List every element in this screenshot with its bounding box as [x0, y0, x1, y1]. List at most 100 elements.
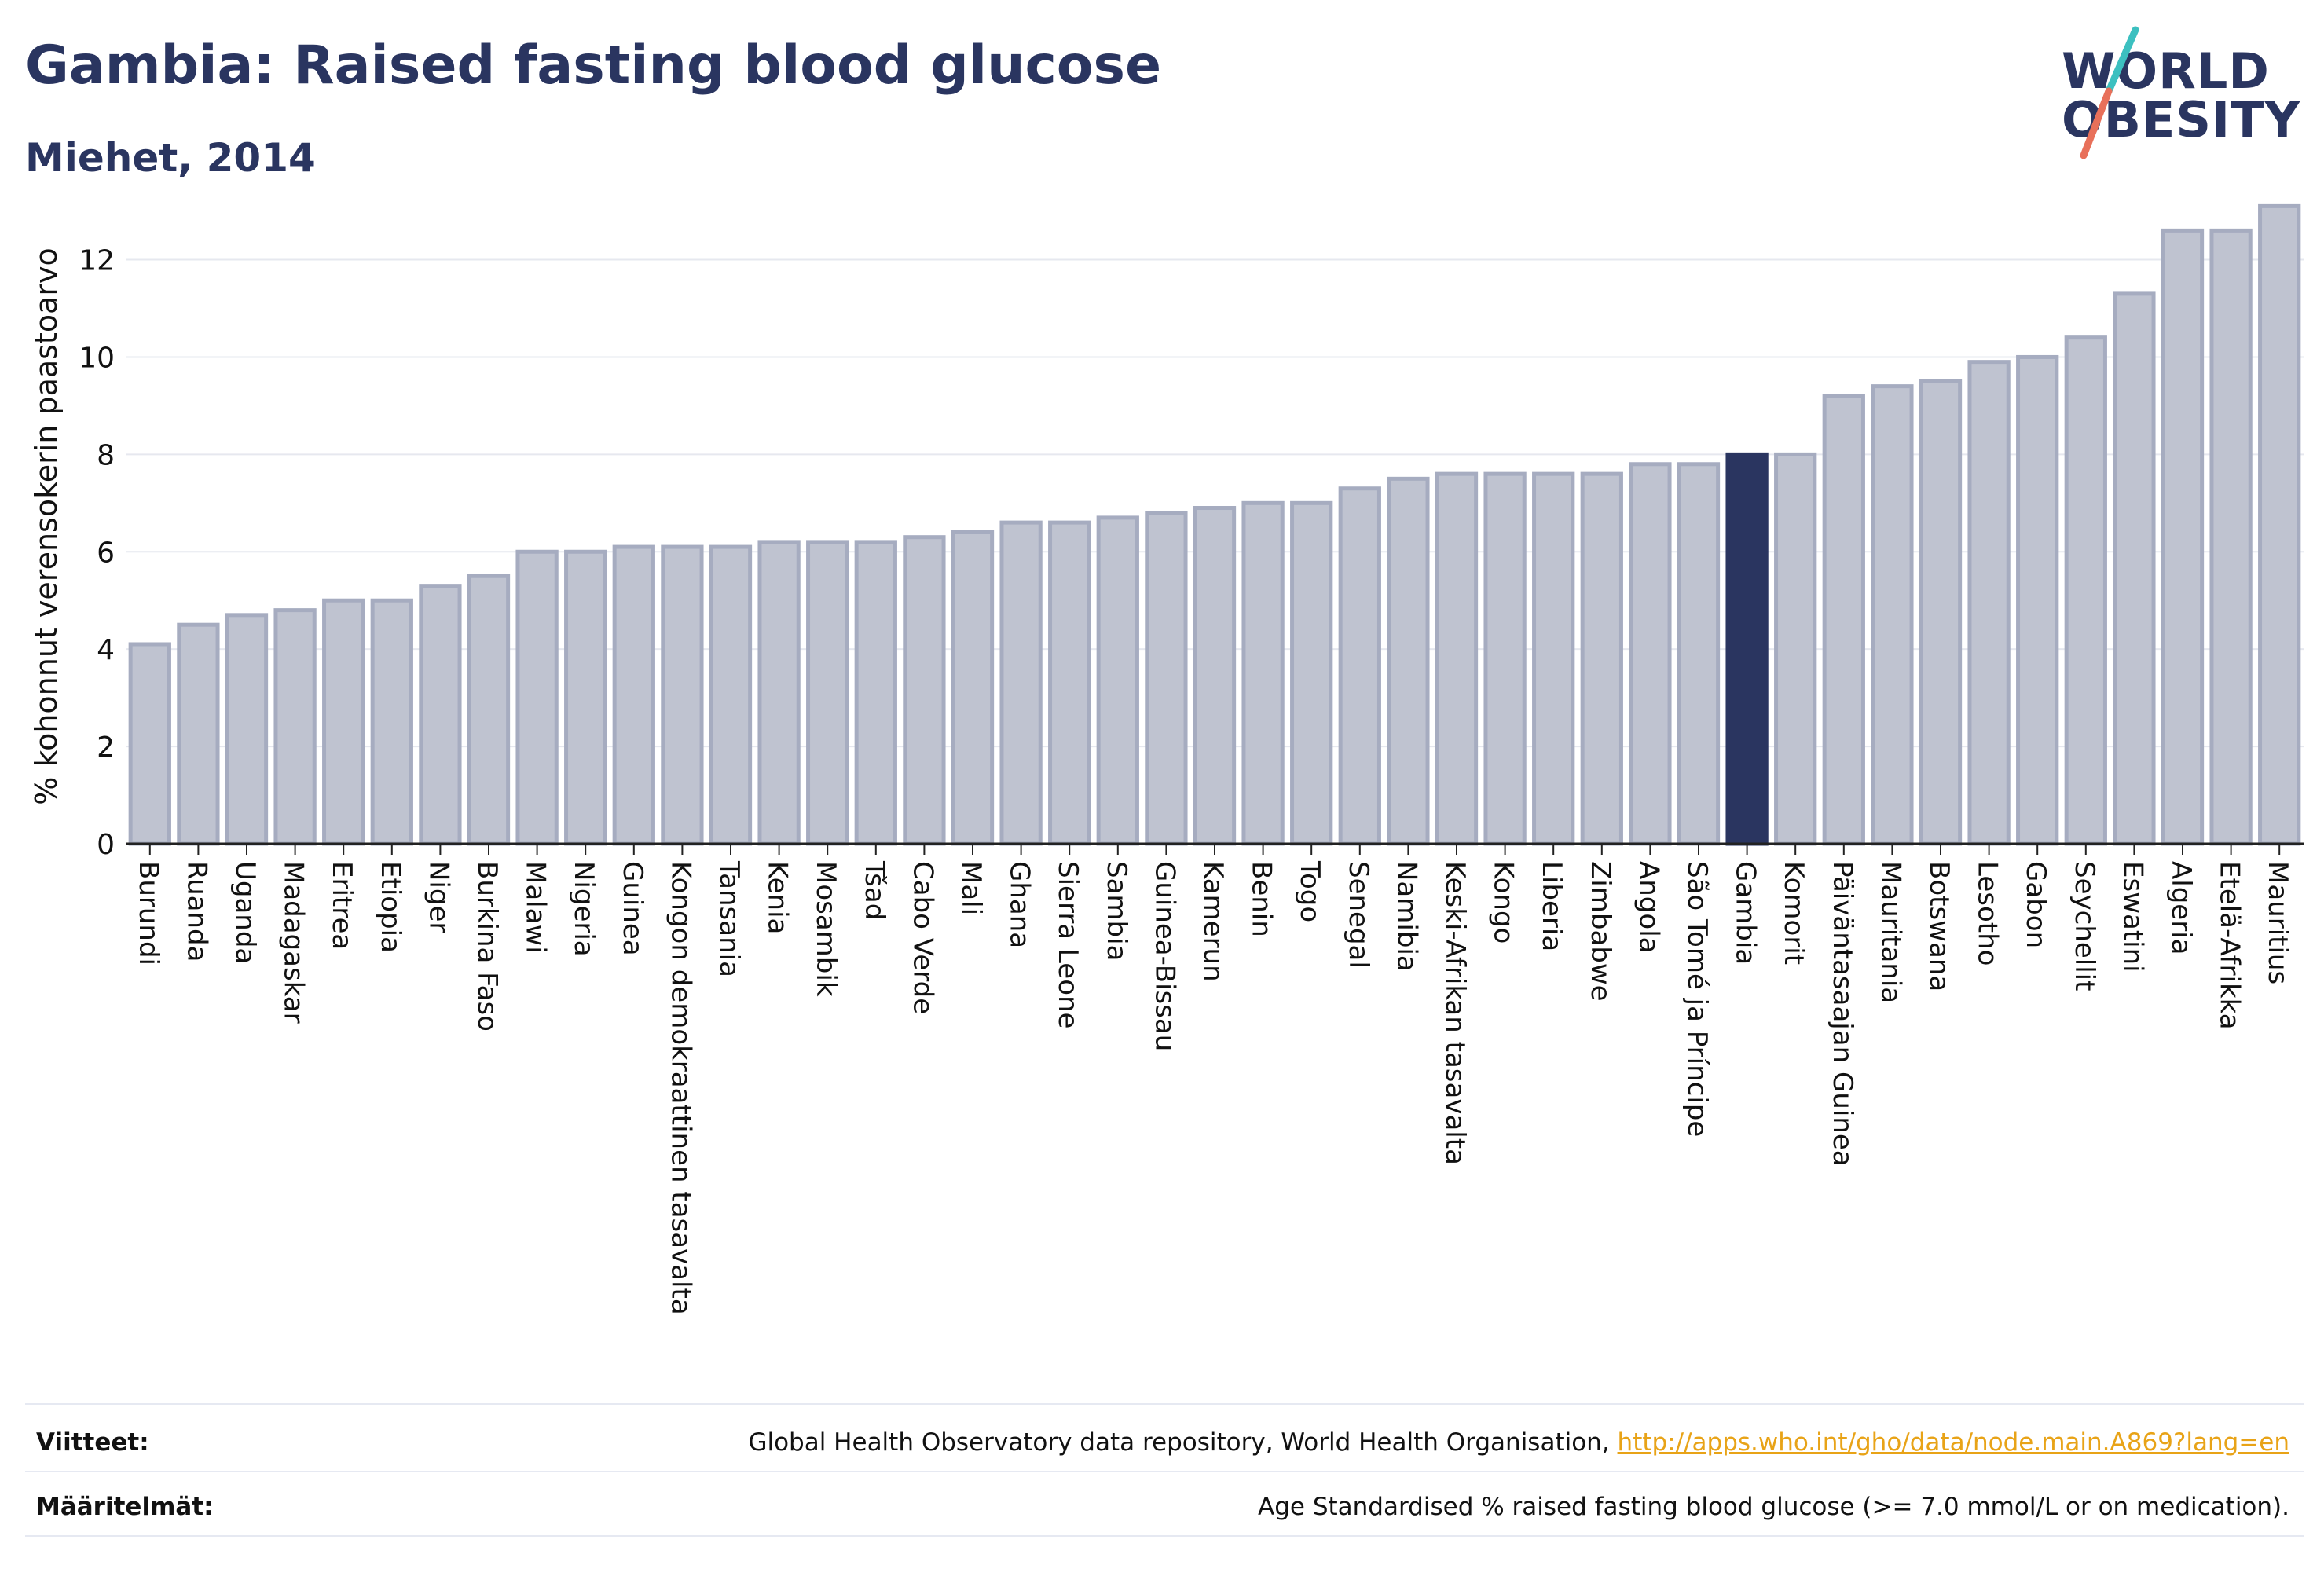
y-tick-label: 4	[97, 634, 115, 666]
y-tick-label: 10	[79, 342, 115, 374]
x-tick-label: Burundi	[133, 861, 164, 966]
sources-label: Viitteet:	[36, 1428, 149, 1457]
bar	[1435, 471, 1479, 846]
bar	[1677, 462, 1721, 846]
bar	[128, 642, 171, 846]
x-tick-label: Kongon demokraattinen tasavalta	[665, 861, 696, 1315]
world-obesity-logo: WORLD OBESITY	[2043, 24, 2310, 165]
bar	[1774, 452, 1817, 846]
x-tick-label: Tansania	[713, 860, 745, 977]
x-tick-label: Päiväntasaajan Guinea	[1827, 861, 1858, 1167]
bar	[467, 574, 511, 846]
bar	[806, 540, 849, 846]
x-tick-label: Togo	[1294, 860, 1325, 922]
x-tick-label: Ruanda	[181, 861, 212, 962]
bar	[1387, 476, 1430, 846]
y-tick-label: 0	[97, 829, 115, 861]
x-tick-label: Benin	[1246, 861, 1277, 937]
logo-slash-icon	[2080, 26, 2139, 159]
bar	[1580, 471, 1623, 846]
x-tick-label: Niger	[423, 861, 454, 933]
bar	[1048, 520, 1091, 846]
bar	[225, 613, 269, 846]
bar	[1241, 500, 1285, 846]
sources-link[interactable]: http://apps.who.int/gho/data/node.main.A…	[1617, 1428, 2289, 1457]
footer-divider-top	[25, 1403, 2304, 1405]
bar	[854, 540, 897, 846]
x-tick-label: Ghana	[1004, 861, 1036, 948]
x-tick-label: Sambia	[1101, 861, 1132, 961]
x-tick-label: Sierra Leone	[1052, 861, 1083, 1028]
logo-line-1: WORLD	[2062, 42, 2270, 100]
bar	[2064, 335, 2107, 846]
bar	[1338, 486, 1381, 846]
x-tick-label: Namibia	[1391, 861, 1422, 972]
bar	[322, 598, 365, 846]
x-tick-label: Algeria	[2165, 861, 2197, 955]
x-tick-label: Botswana	[1923, 861, 1955, 991]
y-tick-label: 8	[97, 439, 115, 471]
bar	[2016, 354, 2059, 846]
definitions-label: Määritelmät:	[36, 1493, 214, 1521]
x-tick-label: Komorit	[1778, 861, 1809, 965]
footer-divider-middle	[25, 1471, 2304, 1472]
definitions-text: Age Standardised % raised fasting blood …	[1258, 1493, 2289, 1521]
x-tick-label: Cabo Verde	[907, 861, 938, 1014]
bar	[612, 544, 655, 846]
x-tick-label: Etelä-Afrikka	[2214, 861, 2245, 1030]
y-tick-label: 12	[79, 245, 115, 277]
chart-subtitle: Miehet, 2014	[25, 135, 316, 181]
x-tick-label: Lesotho	[1972, 861, 2003, 966]
x-tick-label: Senegal	[1343, 861, 1374, 969]
x-tick-label: Etiopia	[375, 861, 406, 953]
x-tick-label: Madagaskar	[278, 861, 310, 1024]
x-tick-label: São Tomé ja Príncipe	[1681, 861, 1713, 1137]
bar	[1096, 515, 1139, 846]
bar	[1532, 471, 1575, 846]
bar	[1483, 471, 1527, 846]
x-tick-label: Gambia	[1730, 861, 1761, 965]
bar	[757, 540, 801, 846]
bar	[1871, 384, 1914, 846]
bar	[2113, 291, 2156, 846]
y-tick-label: 2	[97, 731, 115, 764]
bar	[1193, 506, 1237, 846]
x-tick-label: Keski-Afrikan tasavalta	[1439, 861, 1471, 1165]
x-tick-label: Uganda	[229, 861, 261, 964]
bar	[903, 535, 946, 846]
sources-text: Global Health Observatory data repositor…	[748, 1428, 2289, 1457]
bar	[709, 544, 753, 846]
bar	[951, 530, 995, 846]
bars	[128, 203, 2301, 846]
x-tick-label: Gabon	[2020, 861, 2051, 948]
x-tick-label: Liberia	[1536, 861, 1567, 951]
bar	[1822, 394, 1865, 846]
x-tick-label: Malawi	[520, 861, 552, 954]
x-tick-label: Mauritius	[2262, 861, 2293, 984]
bar	[661, 544, 704, 846]
x-tick-label: Angola	[1633, 861, 1664, 953]
x-tick-label: Guinea-Bissau	[1149, 861, 1180, 1051]
x-tick-label: Zimbabwe	[1585, 861, 1616, 1002]
bar	[999, 520, 1043, 846]
bar	[273, 608, 317, 846]
bar	[1290, 500, 1333, 846]
chart-title: Gambia: Raised fasting blood glucose	[25, 35, 1162, 97]
x-tick-label: Nigeria	[568, 861, 599, 957]
x-tick-label: Eritrea	[326, 861, 357, 950]
bar-chart: 0 2 4 6 8 10 12 Burundi Ruanda Uganda Madagaskar Er…	[29, 203, 2304, 1315]
x-tick-label: Guinea	[617, 861, 648, 956]
x-tick-label: Mosambik	[810, 861, 841, 997]
sources-description: Global Health Observatory data repositor…	[748, 1428, 1618, 1457]
x-tick-label: Seychellit	[2069, 861, 2100, 991]
bar	[1145, 511, 1188, 846]
bar	[370, 598, 413, 846]
bar	[564, 549, 607, 846]
axes: 0 2 4 6 8 10 12 Burundi Ruanda Uganda Madagaskar Er…	[79, 245, 2304, 1315]
x-tick-label: Tšad	[859, 860, 890, 920]
x-tick-label: Burkina Faso	[471, 861, 503, 1032]
bar	[515, 549, 559, 846]
x-tick-label: Eswatini	[2117, 861, 2148, 973]
x-tick-label: Kongo	[1488, 861, 1519, 944]
bar	[1629, 462, 1672, 846]
